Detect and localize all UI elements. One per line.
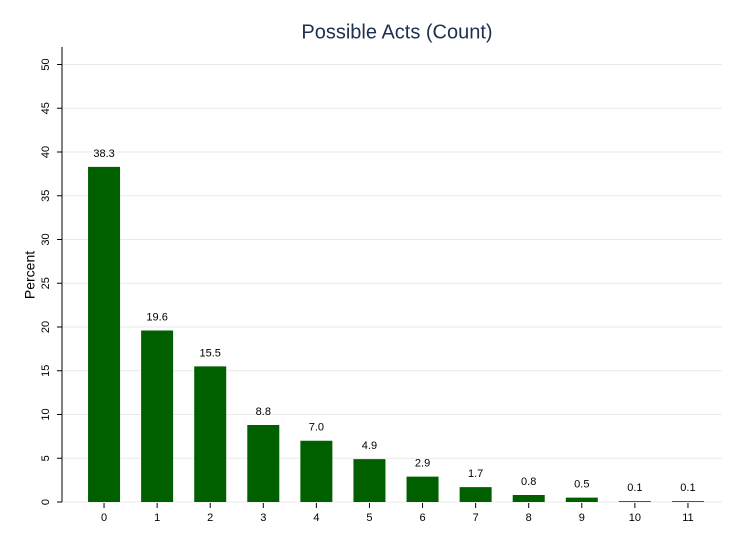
x-tick-label: 11 [682, 512, 693, 524]
y-tick-label: 5 [40, 455, 52, 461]
y-tick-label: 10 [40, 408, 52, 420]
x-tick-label: 10 [629, 512, 641, 524]
x-tick-label: 5 [366, 512, 372, 524]
value-label: 0.1 [680, 482, 695, 494]
y-tick-label: 15 [40, 365, 52, 377]
bar [353, 459, 386, 502]
value-label: 2.9 [415, 458, 430, 470]
bar [247, 425, 280, 502]
x-tick-label: 1 [154, 512, 160, 524]
y-tick-label: 25 [40, 277, 52, 289]
bar [512, 495, 545, 502]
y-tick-label: 35 [40, 190, 52, 202]
value-label: 38.3 [93, 148, 114, 160]
chart-title: Possible Acts (Count) [301, 21, 492, 43]
value-label: 1.7 [468, 468, 483, 480]
bar [141, 330, 174, 502]
y-tick-label: 0 [40, 499, 52, 505]
bar [406, 476, 439, 502]
y-tick-label: 30 [40, 233, 52, 245]
bar [565, 497, 598, 502]
x-tick-label: 9 [579, 512, 585, 524]
value-label: 19.6 [146, 311, 167, 323]
value-label: 8.8 [256, 406, 271, 418]
y-tick-label: 45 [40, 102, 52, 114]
bar [618, 501, 651, 502]
value-label: 0.5 [574, 479, 589, 491]
y-tick-label: 50 [40, 58, 52, 70]
bar [300, 440, 333, 502]
x-tick-label: 7 [473, 512, 479, 524]
value-label: 7.0 [309, 422, 324, 434]
y-tick-label: 40 [40, 146, 52, 158]
y-tick-label: 20 [40, 321, 52, 333]
value-label: 4.9 [362, 440, 377, 452]
y-axis-label: Percent [22, 251, 38, 299]
bar [671, 501, 704, 502]
value-label: 0.1 [627, 482, 642, 494]
value-label: 15.5 [199, 347, 220, 359]
x-tick-label: 0 [101, 512, 107, 524]
x-tick-label: 3 [260, 512, 266, 524]
x-tick-label: 6 [419, 512, 425, 524]
x-tick-label: 4 [313, 512, 319, 524]
bar [88, 166, 121, 502]
bar [459, 487, 492, 502]
value-label: 0.8 [521, 476, 536, 488]
x-tick-label: 2 [207, 512, 213, 524]
x-tick-label: 8 [526, 512, 532, 524]
bar [194, 366, 227, 502]
